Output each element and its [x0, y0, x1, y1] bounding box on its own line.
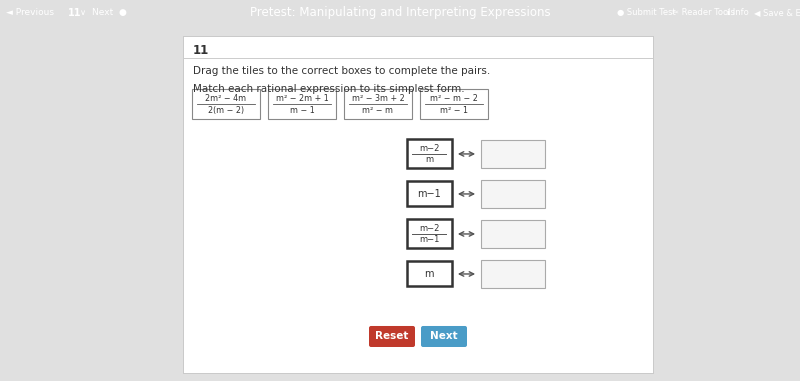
Text: ✂ Reader Tools: ✂ Reader Tools [672, 8, 735, 18]
FancyBboxPatch shape [406, 261, 451, 287]
FancyBboxPatch shape [369, 326, 415, 347]
FancyBboxPatch shape [406, 219, 451, 248]
Text: Match each rational expression to its simplest form.: Match each rational expression to its si… [193, 84, 465, 94]
Text: 11: 11 [68, 8, 82, 18]
Text: Reset: Reset [375, 331, 409, 341]
FancyBboxPatch shape [421, 326, 467, 347]
Text: Next  ●: Next ● [92, 8, 127, 18]
FancyBboxPatch shape [420, 89, 488, 119]
Text: 2(m − 2): 2(m − 2) [208, 106, 244, 115]
FancyBboxPatch shape [481, 140, 545, 168]
Text: m² − m − 2: m² − m − 2 [430, 94, 478, 103]
FancyBboxPatch shape [406, 181, 451, 207]
Text: m−2: m−2 [419, 144, 439, 153]
FancyBboxPatch shape [183, 36, 653, 373]
Text: m² − m: m² − m [362, 106, 394, 115]
FancyBboxPatch shape [481, 260, 545, 288]
Text: ◄ Previous: ◄ Previous [6, 8, 54, 18]
FancyBboxPatch shape [344, 89, 412, 119]
Text: m² − 2m + 1: m² − 2m + 1 [276, 94, 328, 103]
FancyBboxPatch shape [481, 220, 545, 248]
Text: 11: 11 [193, 44, 210, 57]
Text: m−1: m−1 [417, 189, 441, 199]
Text: 2m² − 4m: 2m² − 4m [206, 94, 246, 103]
Text: Next: Next [430, 331, 458, 341]
Text: m−2: m−2 [419, 224, 439, 233]
Text: m² − 1: m² − 1 [440, 106, 468, 115]
Text: m² − 3m + 2: m² − 3m + 2 [352, 94, 404, 103]
Text: ∨: ∨ [80, 8, 86, 18]
Text: Pretest: Manipulating and Interpreting Expressions: Pretest: Manipulating and Interpreting E… [250, 6, 550, 19]
Text: m−1: m−1 [419, 235, 439, 244]
Text: ◀ Save & Exit: ◀ Save & Exit [754, 8, 800, 18]
FancyBboxPatch shape [481, 180, 545, 208]
FancyBboxPatch shape [406, 139, 451, 168]
Text: m: m [424, 269, 434, 279]
Text: ● Submit Test: ● Submit Test [617, 8, 676, 18]
Text: ℹ Info: ℹ Info [727, 8, 749, 18]
FancyBboxPatch shape [268, 89, 336, 119]
Text: m: m [425, 155, 433, 164]
FancyBboxPatch shape [192, 89, 260, 119]
Text: m − 1: m − 1 [290, 106, 314, 115]
Text: Drag the tiles to the correct boxes to complete the pairs.: Drag the tiles to the correct boxes to c… [193, 66, 490, 76]
